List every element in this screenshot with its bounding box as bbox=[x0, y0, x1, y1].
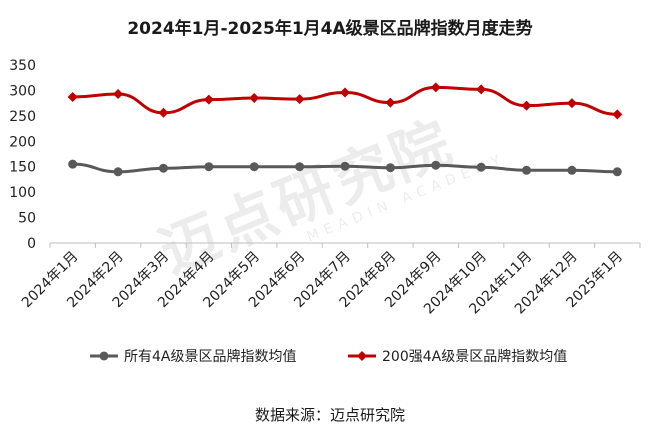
data-point bbox=[68, 159, 78, 169]
data-point bbox=[295, 162, 305, 172]
data-point bbox=[340, 87, 350, 98]
data-point bbox=[294, 94, 305, 105]
data-point bbox=[612, 109, 623, 120]
legend-item-1: 200强4A级景区品牌指数均值 bbox=[348, 348, 567, 365]
data-point bbox=[566, 98, 577, 109]
data-point bbox=[430, 82, 441, 93]
legend-item-0: 所有4A级景区品牌指数均值 bbox=[90, 348, 296, 365]
data-point bbox=[113, 88, 124, 99]
y-axis: 0 50 100 150 200 250 300 350 bbox=[9, 58, 36, 252]
y-tick-label: 150 bbox=[9, 160, 36, 176]
data-point bbox=[67, 92, 78, 103]
data-point bbox=[612, 167, 622, 177]
y-tick-label: 300 bbox=[9, 83, 36, 99]
legend-label: 200强4A级景区品牌指数均值 bbox=[382, 348, 567, 365]
y-tick-label: 100 bbox=[9, 185, 36, 201]
data-point bbox=[158, 107, 169, 118]
y-tick-label: 50 bbox=[18, 211, 36, 227]
series-1 bbox=[67, 82, 623, 120]
data-point bbox=[340, 161, 350, 171]
data-point bbox=[476, 84, 487, 95]
data-point bbox=[385, 97, 396, 108]
series-layer bbox=[67, 82, 623, 177]
legend: 所有4A级景区品牌指数均值 200强4A级景区品牌指数均值 bbox=[90, 348, 567, 365]
legend-swatch-marker bbox=[357, 351, 367, 361]
y-tick-label: 0 bbox=[27, 236, 36, 252]
data-point bbox=[204, 162, 214, 172]
data-point bbox=[522, 165, 532, 175]
chart-title: 2024年1月-2025年1月4A级景区品牌指数月度走势 bbox=[127, 19, 533, 39]
data-point bbox=[521, 100, 532, 111]
data-point bbox=[113, 167, 123, 177]
data-point bbox=[249, 162, 259, 172]
data-point bbox=[567, 165, 577, 175]
data-point bbox=[476, 162, 486, 172]
y-tick-label: 200 bbox=[9, 134, 36, 150]
legend-label: 所有4A级景区品牌指数均值 bbox=[124, 348, 296, 365]
data-point bbox=[385, 163, 395, 173]
data-point bbox=[203, 94, 214, 105]
x-axis: 2024年1月2024年2月2024年3月2024年4月2024年5月2024年… bbox=[19, 242, 641, 317]
y-tick-label: 350 bbox=[9, 58, 36, 74]
legend-swatch-marker bbox=[99, 351, 109, 361]
data-point bbox=[158, 163, 168, 173]
source-note: 数据来源：迈点研究院 bbox=[254, 406, 405, 424]
y-tick-label: 250 bbox=[9, 109, 36, 125]
data-point bbox=[431, 160, 441, 170]
data-point bbox=[249, 93, 260, 104]
series-0 bbox=[68, 159, 622, 177]
